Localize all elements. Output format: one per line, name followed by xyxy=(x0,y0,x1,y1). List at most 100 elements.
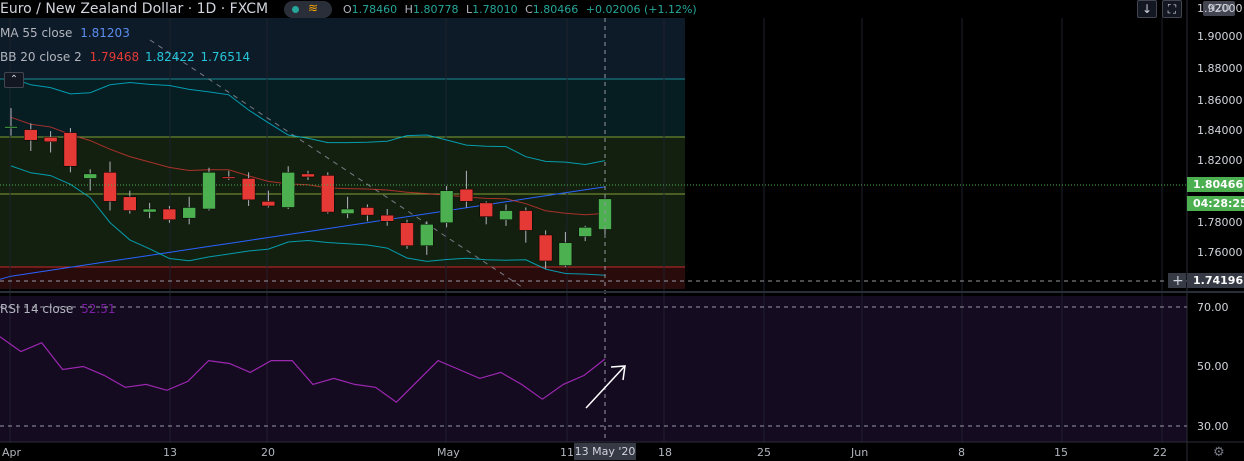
bb-legend[interactable]: BB 20 close 2 1.79468 1.82422 1.76514 xyxy=(0,50,250,64)
candle xyxy=(202,167,216,211)
bar-countdown-label: 04:28:25 xyxy=(1193,197,1244,210)
candle xyxy=(340,196,355,219)
candle-body xyxy=(360,207,375,216)
symbol-title[interactable]: Euro / New Zealand Dollar · 1D · FXCM xyxy=(0,1,269,17)
change-value: +0.02006 (+1.12%) xyxy=(585,3,697,16)
open-value: 1.78460 xyxy=(351,3,398,16)
candle-body xyxy=(24,129,38,141)
vertical-grid xyxy=(9,18,1163,442)
price-tick: 1.92000 xyxy=(1197,2,1243,15)
market-open-icon xyxy=(292,6,299,13)
candle xyxy=(4,108,18,136)
gear-icon[interactable]: ⚙ xyxy=(1213,445,1225,460)
candle xyxy=(499,204,513,226)
waves-icon: ≋ xyxy=(308,1,319,15)
candle-body xyxy=(261,201,276,207)
countdown-bg xyxy=(1187,196,1244,211)
price-tick: 1.76000 xyxy=(1197,246,1243,259)
fullscreen-button[interactable]: ⛶ xyxy=(1162,0,1182,18)
candle xyxy=(222,170,236,180)
candle-body xyxy=(499,210,513,220)
rsi-legend-name: RSI 14 close xyxy=(0,302,74,316)
price-tick: 1.88000 xyxy=(1197,62,1243,75)
date-tick: May xyxy=(437,446,460,459)
price-tick: 1.84000 xyxy=(1197,124,1243,137)
candle-body xyxy=(142,208,157,213)
candle-body xyxy=(321,175,335,213)
ma-legend-value: 1.81203 xyxy=(80,26,130,40)
candle xyxy=(261,190,276,208)
candle-body xyxy=(420,224,434,246)
candle-body xyxy=(222,176,236,179)
crosshair-price-label: 1.74196 xyxy=(1193,274,1244,287)
zone-red xyxy=(0,267,685,289)
rsi-legend-value: 52.51 xyxy=(81,302,116,316)
candle-body xyxy=(301,173,315,178)
bb-basis-line xyxy=(10,116,606,216)
bb-upper-value: 1.82422 xyxy=(145,50,195,64)
bb-lower-line xyxy=(10,165,606,276)
high-value: 1.80778 xyxy=(412,3,459,16)
last-price-label: 1.80466 xyxy=(1193,178,1244,191)
crosshair-plus-icon[interactable]: + xyxy=(1172,273,1184,289)
rsi-legend[interactable]: RSI 14 close 52.51 xyxy=(0,302,116,316)
candle xyxy=(439,186,454,228)
candles xyxy=(4,108,612,269)
crosshair-price-bg xyxy=(1187,273,1244,288)
candle-body xyxy=(479,202,493,217)
close-value: 1.80466 xyxy=(532,3,579,16)
date-tick: 25 xyxy=(757,446,771,459)
candle-body xyxy=(558,242,573,266)
candle-body xyxy=(538,234,553,262)
arrow-drawing[interactable] xyxy=(585,366,625,409)
candle xyxy=(558,231,573,268)
rsi-tick: 70.00 xyxy=(1197,301,1229,314)
candle-body xyxy=(459,188,474,202)
rsi-line xyxy=(0,336,606,403)
candle xyxy=(360,204,375,222)
candle-body xyxy=(43,136,58,143)
candle-body xyxy=(519,210,533,231)
rsi-tick: 50.00 xyxy=(1197,360,1229,373)
rsi-tick: 30.00 xyxy=(1197,420,1229,433)
ma-legend[interactable]: MA 55 close 1.81203 xyxy=(0,26,130,40)
collapse-legend-button[interactable]: ⌃ xyxy=(4,72,24,88)
date-tick: 18 xyxy=(658,446,672,459)
ohlc-values: O1.78460 H1.80778 L1.78010 C1.80466 +0.0… xyxy=(343,3,701,16)
currency-badge[interactable]: NZD xyxy=(1203,1,1235,16)
candle-body xyxy=(400,222,414,246)
status-pill[interactable]: ≋ xyxy=(284,1,332,18)
candle-body xyxy=(340,208,355,214)
low-value: 1.78010 xyxy=(472,3,518,16)
price-tick: 1.78000 xyxy=(1197,216,1243,229)
bb-upper-line xyxy=(10,77,606,166)
candle-body xyxy=(202,172,216,210)
low-key: L xyxy=(465,3,473,16)
ma-legend-name: MA 55 close xyxy=(0,26,73,40)
candle-body xyxy=(439,190,454,224)
bb-legend-name: BB 20 close 2 xyxy=(0,50,82,64)
date-tick: 22 xyxy=(1153,446,1167,459)
price-tick: 1.86000 xyxy=(1197,94,1243,107)
candle-body xyxy=(182,207,196,219)
candle xyxy=(519,207,533,243)
rsi-pane-bg xyxy=(0,296,1187,442)
candle-body xyxy=(241,178,256,201)
candle xyxy=(538,230,553,269)
candle xyxy=(241,172,256,206)
candle xyxy=(479,201,493,225)
candle xyxy=(281,166,295,210)
zone-green xyxy=(0,137,685,267)
scroll-to-realtime-button[interactable]: ↓ xyxy=(1137,0,1157,18)
date-tick: 13 xyxy=(163,446,177,459)
candle-body xyxy=(103,172,117,202)
candle-body xyxy=(123,196,137,211)
zone-teal xyxy=(0,79,685,137)
candle xyxy=(63,128,78,173)
date-tick: Jun xyxy=(851,446,869,459)
candle xyxy=(459,170,474,208)
price-tick: 1.82000 xyxy=(1197,154,1243,167)
candle xyxy=(578,225,592,242)
candle xyxy=(400,219,414,249)
